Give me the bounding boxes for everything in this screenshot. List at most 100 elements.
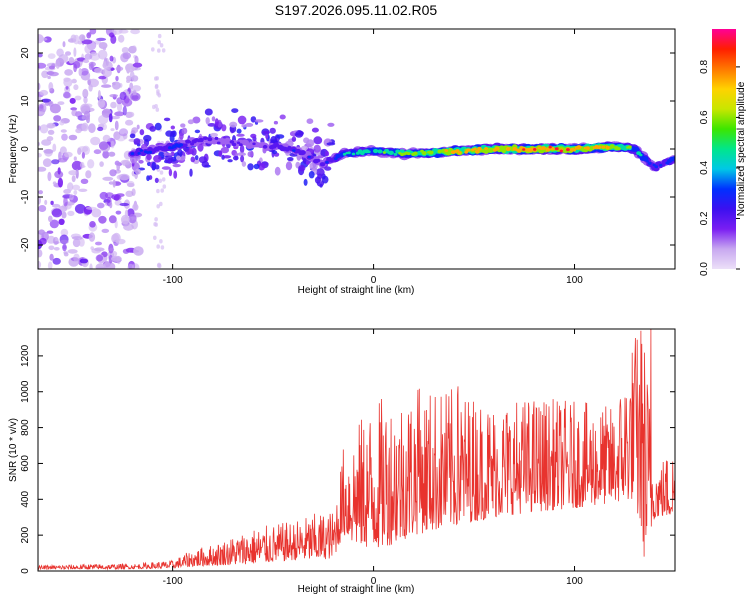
noise-blob xyxy=(58,54,69,63)
ridge-blob xyxy=(437,149,443,154)
signal-blob xyxy=(237,152,247,157)
noise-blob xyxy=(98,215,107,224)
noise-blob xyxy=(151,47,155,52)
signal-blob xyxy=(138,159,144,164)
noise-blob xyxy=(130,29,140,35)
noise-blob xyxy=(46,136,54,142)
noise-blob xyxy=(98,42,108,49)
noise-blob xyxy=(125,91,130,95)
ridge-blob xyxy=(428,150,434,155)
noise-blob xyxy=(78,237,85,247)
signal-blob xyxy=(324,150,330,157)
signal-blob xyxy=(279,114,286,120)
noise-blob xyxy=(50,200,54,205)
noise-blob xyxy=(119,202,130,207)
signal-blob xyxy=(163,152,172,156)
signal-blob xyxy=(197,142,204,152)
ridge-blob xyxy=(319,162,326,167)
noise-blob xyxy=(159,201,163,207)
noise-blob xyxy=(81,122,89,132)
signal-blob xyxy=(163,117,171,122)
noise-blob xyxy=(47,261,53,269)
signal-blob xyxy=(146,175,150,182)
signal-blob xyxy=(189,168,193,177)
colorbar-tick-label: 0.4 xyxy=(699,161,710,175)
spectrogram-blobs xyxy=(38,29,675,269)
noise-blob xyxy=(88,232,96,242)
noise-blob xyxy=(157,33,162,39)
snr-y-tick-label: 400 xyxy=(20,491,31,508)
noise-blob xyxy=(58,218,65,225)
ridge-blob xyxy=(639,153,643,157)
snr-y-tick-label: 1200 xyxy=(20,344,31,367)
ridge-blob xyxy=(596,145,602,150)
signal-blob xyxy=(308,171,315,179)
noise-blob xyxy=(70,107,78,111)
noise-blob xyxy=(51,208,63,218)
noise-blob xyxy=(67,210,75,217)
noise-blob xyxy=(108,215,117,224)
noise-blob xyxy=(156,244,160,249)
noise-blob xyxy=(71,236,83,240)
signal-blob xyxy=(165,154,173,164)
signal-blob xyxy=(247,151,254,158)
ridge-blob xyxy=(548,145,552,149)
noise-blob xyxy=(85,206,97,210)
spectrogram-x-tick-label: 100 xyxy=(566,275,583,286)
ridge-blob xyxy=(179,143,184,147)
noise-blob xyxy=(48,215,53,222)
noise-blob xyxy=(98,141,109,151)
noise-blob xyxy=(65,51,71,56)
noise-blob xyxy=(109,201,113,209)
noise-blob xyxy=(71,175,76,183)
noise-blob xyxy=(123,223,134,231)
noise-blob xyxy=(38,205,47,212)
signal-blob xyxy=(274,166,281,176)
noise-blob xyxy=(47,53,56,59)
noise-blob xyxy=(128,213,137,224)
noise-blob xyxy=(90,51,98,57)
noise-blob xyxy=(82,88,89,99)
noise-blob xyxy=(43,149,54,154)
ridge-blob xyxy=(457,151,462,155)
ridge-blob xyxy=(672,156,675,160)
noise-blob xyxy=(122,105,127,116)
ridge-blob xyxy=(252,142,256,146)
noise-blob xyxy=(78,68,82,77)
noise-blob xyxy=(73,190,78,196)
snr-x-label: Height of straight line (km) xyxy=(298,584,415,595)
noise-blob xyxy=(44,199,48,205)
noise-blob xyxy=(101,228,110,233)
signal-blob xyxy=(300,145,309,151)
noise-blob xyxy=(83,110,91,121)
noise-blob xyxy=(75,128,82,134)
ridge-blob xyxy=(545,147,551,152)
noise-blob xyxy=(89,263,93,269)
noise-blob xyxy=(80,161,85,169)
noise-blob xyxy=(63,196,68,207)
noise-blob xyxy=(102,134,111,142)
signal-blob xyxy=(214,118,219,127)
noise-blob xyxy=(98,75,107,80)
noise-blob xyxy=(102,67,112,78)
signal-blob xyxy=(262,130,271,135)
signal-blob xyxy=(273,120,278,125)
signal-blob xyxy=(327,122,335,127)
noise-blob xyxy=(105,58,109,66)
signal-blob xyxy=(276,134,285,139)
noise-blob xyxy=(39,237,47,245)
ridge-blob xyxy=(464,150,469,154)
ridge-blob xyxy=(455,149,460,153)
signal-blob xyxy=(168,168,173,177)
signal-blob xyxy=(285,161,293,171)
snr-y-tick-label: 600 xyxy=(20,455,31,472)
noise-blob xyxy=(113,194,120,201)
noise-blob xyxy=(38,103,44,111)
signal-blob xyxy=(170,125,175,130)
noise-blob xyxy=(126,180,135,186)
ridge-blob xyxy=(216,141,221,145)
noise-blob xyxy=(89,221,96,228)
signal-blob xyxy=(236,133,245,137)
ridge-blob xyxy=(653,166,660,172)
